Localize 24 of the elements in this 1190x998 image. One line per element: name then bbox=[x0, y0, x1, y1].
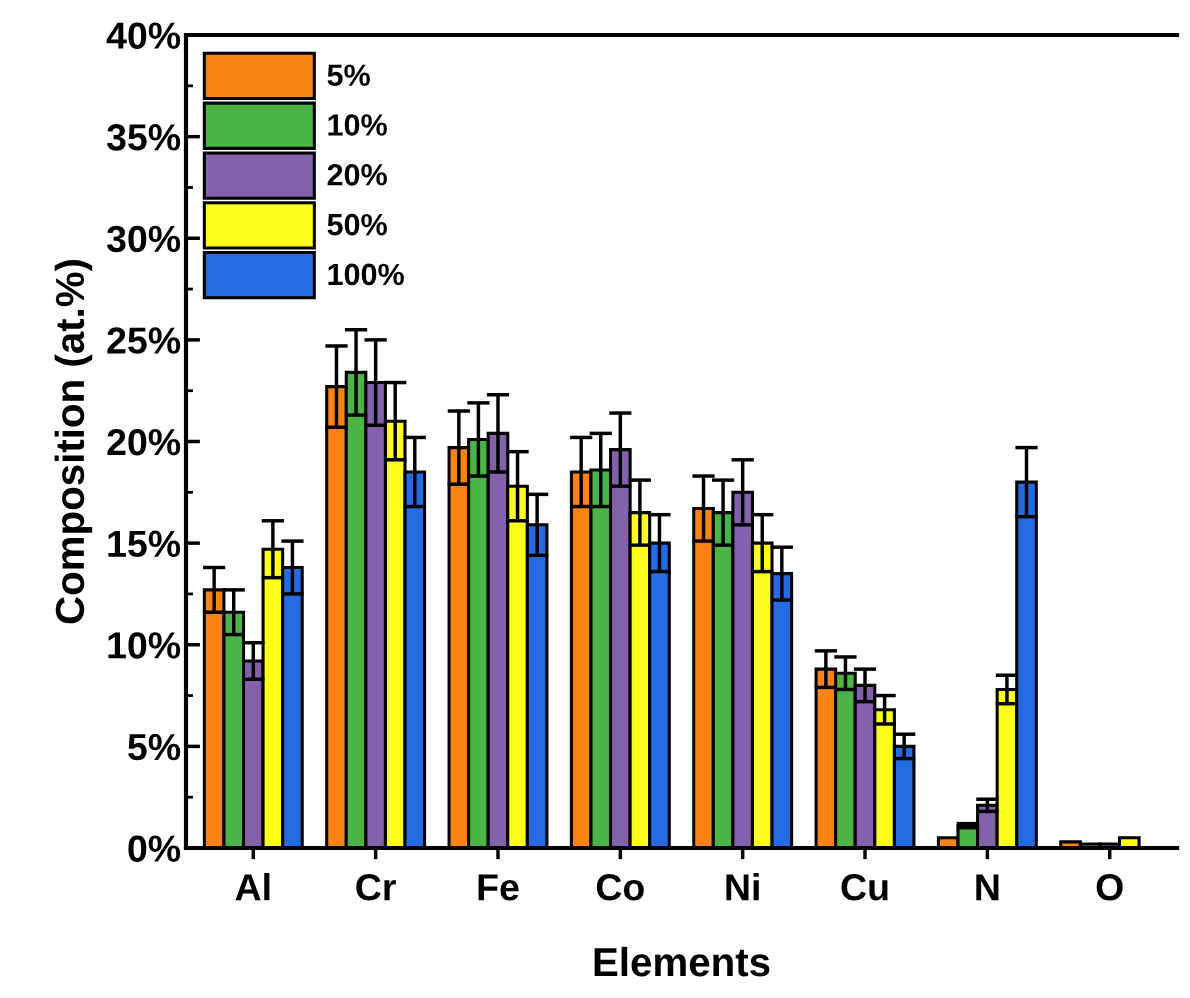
y-tick-label: 35% bbox=[106, 124, 181, 151]
legend-label: 50% bbox=[327, 213, 387, 236]
y-tick-label: 15% bbox=[108, 530, 181, 558]
y-axis-title: Composition (at.%) bbox=[54, 260, 93, 624]
x-tick-label: Al bbox=[235, 873, 270, 901]
y-tick-label: 40% bbox=[106, 22, 181, 49]
y-tick-label: 25% bbox=[107, 327, 181, 354]
x-tick-label: Ni bbox=[726, 873, 759, 901]
y-tick-label: 0% bbox=[128, 835, 181, 862]
y-tick-label: 5% bbox=[128, 733, 181, 761]
x-tick-label: N bbox=[976, 874, 999, 901]
x-tick-label: Cu bbox=[841, 873, 888, 901]
legend-label: 20% bbox=[327, 164, 387, 186]
legend-label: 10% bbox=[328, 114, 387, 136]
x-tick-label: Fe bbox=[478, 874, 519, 901]
y-tick-label: 20% bbox=[107, 428, 181, 456]
legend-label: 5% bbox=[327, 64, 370, 87]
x-tick-label: O bbox=[1096, 873, 1123, 901]
x-tick-label: Cr bbox=[356, 873, 396, 901]
legend-label: 100% bbox=[328, 263, 404, 286]
x-tick-label: Co bbox=[596, 873, 644, 901]
y-tick-label: 10% bbox=[108, 632, 181, 659]
y-tick-label: 30% bbox=[106, 225, 181, 253]
x-axis-title: Elements bbox=[594, 946, 770, 977]
